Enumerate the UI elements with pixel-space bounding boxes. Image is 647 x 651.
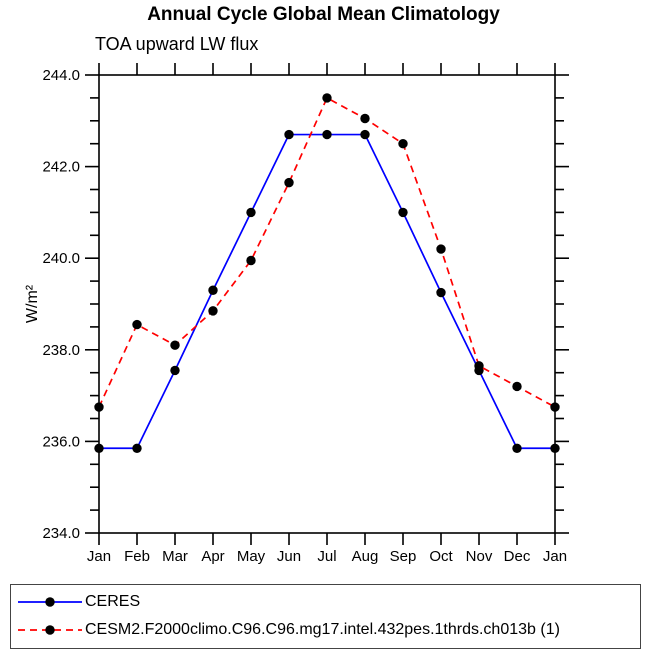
legend: CERES CESM2.F2000climo.C96.C96.mg17.inte… [10, 584, 641, 649]
data-point-marker [550, 443, 560, 453]
legend-marker-dot [45, 597, 55, 607]
data-point-marker [284, 129, 294, 140]
y-tick-label: 242.0 [42, 159, 80, 176]
x-tick-label: Mar [162, 548, 188, 565]
data-point-marker [94, 443, 104, 453]
legend-marker-dot [45, 625, 55, 635]
chart-subtitle: TOA upward LW flux [95, 34, 259, 54]
data-point-marker [360, 129, 370, 140]
x-tick-label: Jan [87, 548, 111, 565]
data-point-marker [132, 443, 142, 453]
data-point-marker [170, 340, 180, 350]
data-point-marker [474, 361, 484, 371]
legend-item-ceres: CERES [11, 588, 640, 616]
data-point-marker [170, 365, 180, 376]
y-tick-label: 238.0 [42, 342, 80, 359]
legend-label-cesm2: CESM2.F2000climo.C96.C96.mg17.intel.432p… [85, 621, 560, 638]
y-tick-label: 240.0 [42, 250, 80, 267]
x-tick-label: Aug [352, 548, 379, 565]
legend-line-sample-solid [18, 597, 82, 607]
data-point-marker [132, 319, 142, 330]
data-point-marker [360, 113, 370, 124]
x-tick-label: Jan [543, 548, 567, 565]
data-point-marker [436, 287, 446, 298]
x-tick-label: Sep [390, 548, 417, 565]
x-tick-label: Dec [504, 548, 531, 565]
plot-frame [98, 74, 556, 534]
legend-label-ceres: CERES [85, 593, 141, 610]
data-point-marker [208, 285, 218, 295]
x-tick-label: Nov [466, 548, 493, 565]
data-point-marker [398, 207, 408, 218]
chart-title: Annual Cycle Global Mean Climatology [147, 4, 500, 25]
data-point-marker [436, 244, 446, 254]
x-tick-label: May [237, 548, 266, 565]
series-line-0 [99, 133, 555, 450]
series-line-1 [98, 97, 556, 408]
data-point-marker [284, 177, 294, 188]
data-point-marker [246, 207, 256, 218]
data-point-marker [94, 402, 104, 412]
x-tick-label: Oct [429, 548, 453, 565]
data-point-marker [322, 93, 332, 103]
y-tick-label: 244.0 [42, 67, 80, 84]
x-tick-label: Feb [124, 548, 150, 565]
x-tick-label: Jun [277, 548, 301, 565]
data-point-marker [512, 443, 522, 453]
data-point-marker [512, 381, 522, 392]
y-tick-label: 234.0 [42, 525, 80, 542]
plot-area: 234.0 236.0 238.0 240.0 242.0 244.0 Jan Feb Mar A… [42, 63, 569, 565]
data-point-marker [398, 139, 408, 149]
legend-item-cesm2: CESM2.F2000climo.C96.C96.mg17.intel.432p… [11, 616, 640, 644]
data-point-marker [550, 402, 560, 412]
x-tick-label: Jul [317, 548, 336, 565]
x-tick-label: Apr [201, 548, 224, 565]
data-point-marker [322, 129, 332, 140]
data-point-marker [246, 255, 256, 266]
data-point-marker [208, 306, 218, 316]
legend-line-sample-dashed [18, 625, 82, 635]
y-tick-label: 236.0 [42, 433, 80, 450]
